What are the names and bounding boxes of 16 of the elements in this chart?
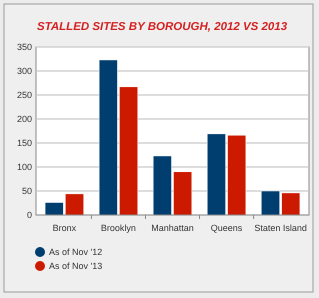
chart-title: STALLED SITES BY BOROUGH, 2012 VS 2013 — [37, 21, 288, 33]
x-tick-label: Staten Island — [254, 223, 307, 233]
x-tick-label: Manhattan — [151, 223, 194, 233]
x-tick-label: Queens — [210, 223, 243, 233]
y-tick-label: 150 — [16, 138, 32, 148]
y-tick-label: 250 — [16, 90, 32, 100]
y-tick-label: 50 — [22, 186, 32, 196]
y-tick-label: 200 — [16, 114, 32, 124]
legend-label: As of Nov '13 — [49, 261, 102, 272]
x-tick-label: Bronx — [52, 223, 77, 233]
y-tick-label: 0 — [26, 210, 32, 220]
x-tick-label: Brooklyn — [100, 223, 136, 233]
y-tick-label: 100 — [16, 162, 32, 172]
legend-label: As of Nov '12 — [49, 247, 102, 258]
y-tick-label: 350 — [16, 42, 32, 52]
y-tick-label: 300 — [16, 66, 32, 76]
